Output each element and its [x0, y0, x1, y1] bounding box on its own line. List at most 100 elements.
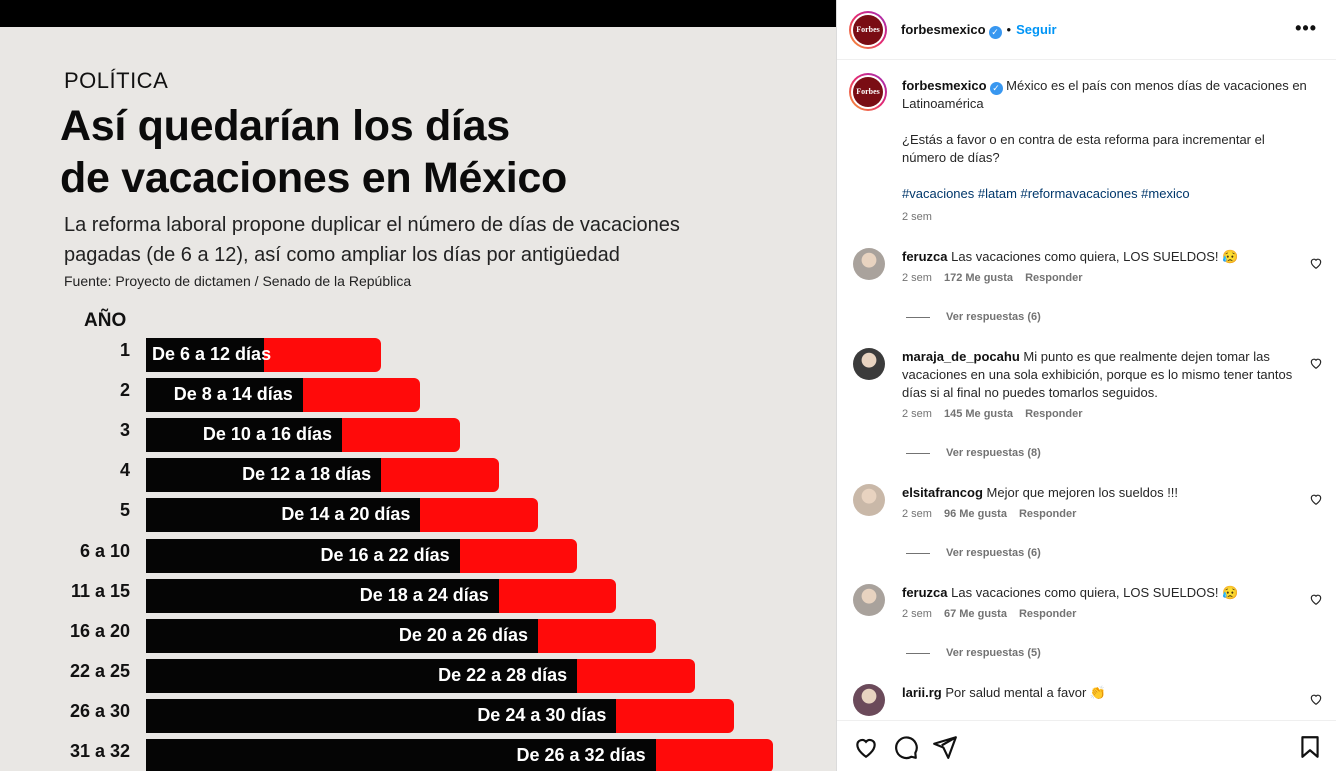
forbes-logo: Forbes — [853, 15, 883, 45]
view-replies-button[interactable]: Ver respuestas (5) — [906, 647, 1041, 659]
comment-icon[interactable] — [893, 734, 919, 760]
view-replies-button[interactable]: Ver respuestas (8) — [906, 447, 1041, 459]
comment-meta: 2 sem 145 Me gusta Responder — [902, 408, 1302, 420]
axis-title: AÑO — [84, 310, 127, 331]
commenter-username[interactable]: larii.rg — [902, 685, 942, 700]
view-replies-button[interactable]: Ver respuestas (6) — [906, 547, 1041, 559]
bar-current-days — [146, 338, 264, 372]
comment-text: elsitafrancog Mejor que mejoren los suel… — [902, 484, 1302, 502]
headline: Así quedarían los días de vacaciones en … — [60, 100, 780, 204]
view-replies-button[interactable]: Ver respuestas (6) — [906, 311, 1041, 323]
reply-button[interactable]: Responder — [1025, 408, 1083, 420]
commenter-avatar[interactable] — [853, 584, 885, 616]
year-label: 26 a 30 — [69, 700, 130, 721]
comment-like-icon[interactable] — [1309, 492, 1323, 506]
headline-line-1: Así quedarían los días — [60, 102, 510, 150]
subtitle: La reforma laboral propone duplicar el n… — [64, 210, 804, 270]
comment-time: 2 sem — [902, 408, 932, 420]
verified-icon: ✓ — [989, 82, 1003, 95]
comment-likes[interactable]: 172 Me gusta — [943, 272, 1014, 284]
comment-like-icon[interactable] — [1309, 356, 1323, 370]
comment-body: Mi punto es que realmente dejen tomar la… — [902, 349, 1293, 400]
subtitle-line-1: La reforma laboral propone duplicar el n… — [64, 214, 680, 236]
subtitle-line-2: pagadas (de 6 a 12), así como ampliar lo… — [64, 244, 620, 266]
bar-current-days — [146, 658, 578, 693]
comment-like-icon[interactable] — [1309, 592, 1323, 606]
comment-time: 2 sem — [902, 508, 932, 520]
commenter-avatar[interactable] — [853, 248, 885, 280]
chart-row: 26 a 30 De 24 a 30 días — [0, 698, 836, 733]
comment-text: feruzca Las vacaciones como quiera, LOS … — [902, 584, 1302, 602]
image-top-bar — [0, 0, 836, 27]
commenter-username[interactable]: maraja_de_pocahu — [902, 349, 1020, 364]
caption-avatar[interactable]: Forbes — [849, 73, 887, 111]
chart-row: 4 De 12 a 18 días — [0, 458, 836, 493]
separator-dot: • — [1006, 22, 1012, 37]
heart-icon[interactable] — [853, 734, 879, 760]
year-label: 22 a 25 — [69, 660, 130, 681]
bar-data-label: De 22 a 28 días — [438, 664, 568, 685]
commenter-username[interactable]: feruzca — [902, 585, 948, 600]
commenter-avatar[interactable] — [853, 484, 885, 516]
caption-username[interactable]: forbesmexico — [902, 78, 987, 93]
bar-data-label: De 6 a 12 días — [152, 344, 272, 364]
reply-button[interactable]: Responder — [1018, 608, 1077, 620]
comment-body: Las vacaciones como quiera, LOS SUELDOS!… — [951, 249, 1239, 264]
bar-data-label: De 26 a 32 días — [516, 745, 646, 765]
chart-row: 16 a 20 De 20 a 26 días — [0, 618, 836, 653]
verified-icon: ✓ — [988, 26, 1002, 39]
bar-current-days — [146, 578, 499, 613]
bar-current-days — [146, 418, 342, 453]
commenter-username[interactable]: feruzca — [902, 249, 948, 264]
commenter-avatar[interactable] — [853, 348, 885, 380]
comment-time: 2 sem — [902, 608, 932, 620]
bar-data-label: De 12 a 18 días — [242, 464, 372, 485]
commenter-username[interactable]: elsitafrancog — [902, 485, 983, 500]
chart-row: 5 De 14 a 20 días — [0, 498, 836, 533]
author-avatar[interactable]: Forbes — [849, 11, 887, 49]
caption-time: 2 sem — [902, 211, 932, 223]
commenter-avatar[interactable] — [853, 684, 885, 716]
comment-text: maraja_de_pocahu Mi punto es que realmen… — [902, 348, 1302, 402]
caption-hashtags[interactable]: #vacaciones #latam #reformavacaciones #m… — [902, 186, 1190, 201]
comment-body: Las vacaciones como quiera, LOS SUELDOS!… — [951, 585, 1239, 600]
bar-current-days — [146, 458, 382, 493]
comment-meta: 2 sem 96 Me gusta Responder — [902, 508, 1302, 520]
post-header: Forbes forbesmexico ✓ • Seguir ••• — [837, 0, 1336, 60]
bar-data-label: De 24 a 30 días — [477, 704, 607, 725]
comment-likes[interactable]: 145 Me gusta — [943, 408, 1014, 420]
year-label: 31 a 32 — [69, 741, 130, 761]
year-label: 11 a 15 — [70, 580, 130, 601]
comment-likes[interactable]: 96 Me gusta — [943, 508, 1007, 520]
source-note: Fuente: Proyecto de dictamen / Senado de… — [64, 273, 412, 289]
bar-current-days — [146, 378, 303, 413]
comment-like-icon[interactable] — [1309, 692, 1323, 706]
comment-likes[interactable]: 67 Me gusta — [943, 608, 1007, 620]
bar-current-days — [146, 698, 617, 733]
chart-row: 22 a 25 De 22 a 28 días — [0, 658, 836, 693]
reply-button[interactable]: Responder — [1025, 272, 1083, 284]
more-horizontal-icon[interactable]: ••• — [1295, 18, 1317, 38]
comment-text: larii.rg Por salud mental a favor 👏 — [902, 684, 1302, 702]
chart-row: 31 a 32 De 26 a 32 días — [0, 739, 836, 771]
share-icon[interactable] — [932, 734, 958, 760]
bar-data-label: De 10 a 16 días — [202, 424, 332, 445]
bar-data-label: De 16 a 22 días — [320, 544, 450, 565]
year-label: 6 a 10 — [79, 540, 130, 561]
caption-line-2: ¿Estás a favor o en contra de esta refor… — [902, 132, 1265, 165]
chart-row: 1 De 6 a 12 días — [0, 338, 836, 372]
year-label: 16 a 20 — [69, 620, 130, 641]
comment-like-icon[interactable] — [1309, 256, 1323, 270]
caption-line-1: México es el país con menos días de vaca… — [902, 78, 1307, 111]
comment-meta: 2 sem 67 Me gusta Responder — [902, 608, 1302, 620]
bookmark-icon[interactable] — [1297, 734, 1323, 760]
forbes-logo: Forbes — [853, 77, 883, 107]
post-image[interactable]: POLÍTICA Así quedarían los días de vacac… — [0, 0, 836, 771]
year-label: 2 — [119, 380, 130, 401]
comment-time: 2 sem — [902, 272, 932, 284]
reply-button[interactable]: Responder — [1018, 508, 1077, 520]
action-bar — [837, 720, 1336, 771]
bar-data-label: De 18 a 24 días — [359, 584, 489, 605]
author-username[interactable]: forbesmexico — [901, 22, 986, 37]
follow-button[interactable]: Seguir — [1016, 22, 1057, 37]
